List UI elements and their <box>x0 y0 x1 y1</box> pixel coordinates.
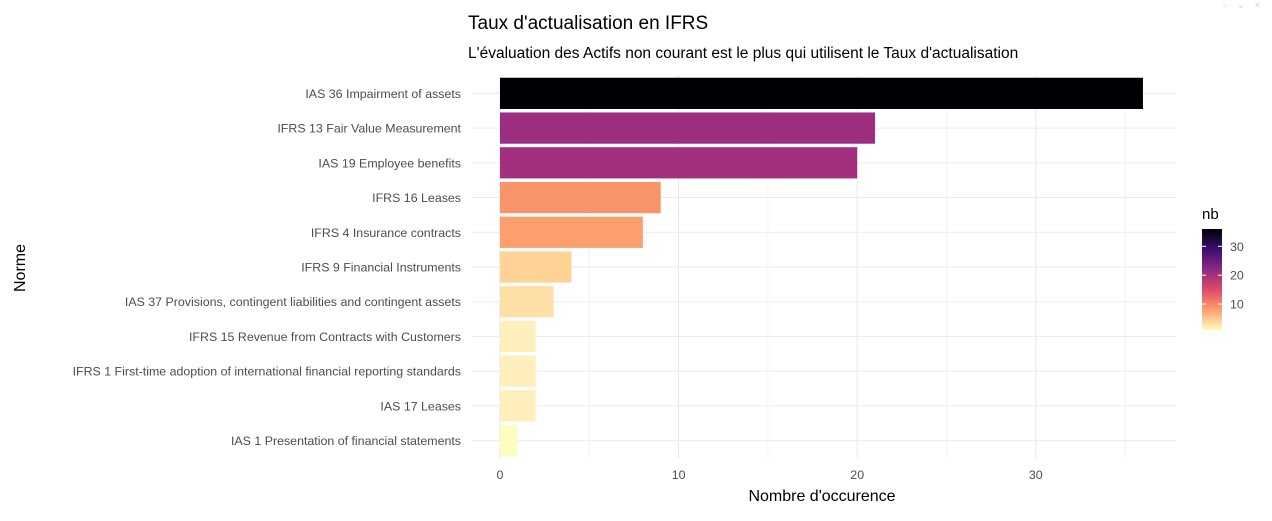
legend-tick-label: 30 <box>1230 240 1244 254</box>
y-tick-label: IFRS 13 Fair Value Measurement <box>277 122 461 136</box>
y-axis-title: Norme <box>12 244 29 292</box>
y-tick-label: IFRS 16 Leases <box>372 191 461 205</box>
y-tick-label: IAS 19 Employee benefits <box>318 156 461 170</box>
color-legend: nb 10 20 30 <box>1202 206 1244 330</box>
bar[interactable] <box>500 181 661 214</box>
x-axis-labels: 0 10 20 30 <box>497 468 1043 482</box>
y-tick-label: IAS 36 Impairment of assets <box>305 87 461 101</box>
window-controls-icon[interactable]: ▫ ⌄ × <box>1223 0 1264 10</box>
y-tick-label: IAS 1 Presentation of financial statemen… <box>231 434 461 448</box>
chart-subtitle: L'évaluation des Actifs non courant est … <box>468 45 1019 62</box>
y-tick-label: IFRS 9 Financial Instruments <box>301 261 461 275</box>
bar[interactable] <box>500 355 536 387</box>
y-tick-label: IAS 17 Leases <box>380 399 461 413</box>
bar[interactable] <box>500 320 536 353</box>
y-tick-label: IFRS 15 Revenue from Contracts with Cust… <box>189 330 461 344</box>
bar[interactable] <box>500 251 572 283</box>
bar[interactable] <box>500 390 536 422</box>
x-axis-title: Nombre d'occurence <box>748 488 895 505</box>
chart-title: Taux d'actualisation en IFRS <box>468 13 709 34</box>
y-axis-labels: IAS 36 Impairment of assets IFRS 13 Fair … <box>73 87 462 448</box>
x-tick-label: 30 <box>1029 468 1043 482</box>
legend-colorbar <box>1202 229 1222 330</box>
bar[interactable] <box>500 286 554 318</box>
bar[interactable] <box>500 425 518 457</box>
bar[interactable] <box>500 147 858 179</box>
legend-tick-label: 20 <box>1230 269 1244 283</box>
legend-tick-label: 10 <box>1230 298 1244 312</box>
bar[interactable] <box>500 77 1143 109</box>
y-tick-label: IAS 37 Provisions, contingent liabilitie… <box>125 295 461 309</box>
bar[interactable] <box>500 112 876 144</box>
x-tick-label: 10 <box>672 468 686 482</box>
legend-title: nb <box>1202 206 1219 223</box>
bars <box>500 77 1143 457</box>
y-tick-label: IFRS 1 First-time adoption of internatio… <box>73 365 461 379</box>
x-tick-label: 20 <box>850 468 864 482</box>
y-tick-label: IFRS 4 Insurance contracts <box>311 226 461 240</box>
x-tick-label: 0 <box>497 468 504 482</box>
bar[interactable] <box>500 216 643 248</box>
